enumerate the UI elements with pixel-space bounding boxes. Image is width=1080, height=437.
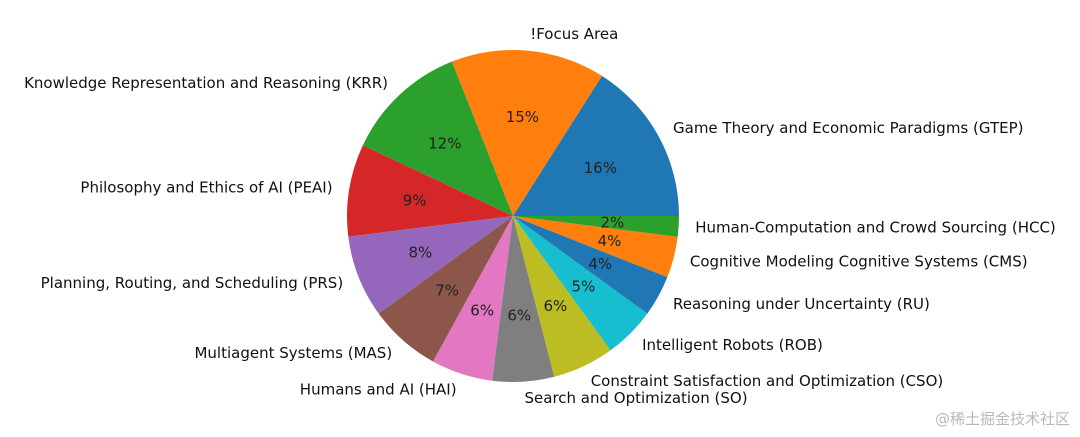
category-label: Philosophy and Ethics of AI (PEAI) <box>80 178 332 196</box>
pie-slice-focus-area <box>451 50 602 217</box>
pie-slice-search-and-optimization-so <box>492 216 555 382</box>
pie-slice-knowledge-representation-and-reasoning-krr <box>362 61 513 216</box>
percent-label: 8% <box>409 244 433 262</box>
percent-label: 4% <box>588 255 612 273</box>
category-label: !Focus Area <box>530 25 618 43</box>
pie-slice-planning-routing-and-scheduling-prs <box>348 216 513 314</box>
percent-labels: 16%15%12%9%8%7%6% 6%6%5%4%4%2% <box>403 108 625 325</box>
pie-slices <box>347 50 680 382</box>
pie-slice-philosophy-and-ethics-of-ai-peai <box>347 145 513 237</box>
category-label: Intelligent Robots (ROB) <box>642 336 823 354</box>
percent-label: 6% <box>544 297 568 315</box>
pie-slice-human-computation-and-crowd-sourcing-hcc <box>513 216 679 237</box>
category-label: Humans and AI (HAI) <box>300 381 457 399</box>
category-label: Game Theory and Economic Paradigms (GTEP… <box>673 119 1024 137</box>
pie-slice-reasoning-under-uncertainty-ru <box>513 216 668 314</box>
watermark: @稀土掘金技术社区 <box>934 410 1070 428</box>
percent-label: 7% <box>435 282 459 300</box>
category-label: Planning, Routing, and Scheduling (PRS) <box>41 274 344 292</box>
percent-label: 12% <box>428 134 461 152</box>
percent-label: 16% <box>584 159 617 177</box>
percent-label: 6% <box>507 306 531 324</box>
percent-label: 4% <box>598 232 622 250</box>
category-labels: Game Theory and Economic Paradigms (GTEP… <box>24 25 1056 407</box>
category-label: Multiagent Systems (MAS) <box>194 344 392 362</box>
category-label: Human-Computation and Crowd Sourcing (HC… <box>695 219 1056 237</box>
percent-label: 9% <box>403 191 427 209</box>
pie-slice-intelligent-robots-rob <box>513 216 648 351</box>
percent-label: 6% <box>470 302 494 320</box>
category-label: Cognitive Modeling Cognitive Systems (CM… <box>690 252 1028 270</box>
category-label: Knowledge Representation and Reasoning (… <box>24 74 388 92</box>
category-label: Search and Optimization (SO) <box>525 389 748 407</box>
category-label: Constraint Satisfaction and Optimization… <box>591 372 944 390</box>
pie-slice-game-theory-and-economic-paradigms-gtep <box>513 75 680 216</box>
pie-slice-humans-and-ai-hai <box>433 216 513 381</box>
percent-label: 2% <box>601 213 625 231</box>
pie-slice-cognitive-modeling-cognitive-systems-cms <box>513 216 678 278</box>
pie-slice-multiagent-systems-mas <box>378 216 513 362</box>
category-label: Reasoning under Uncertainty (RU) <box>673 295 930 313</box>
percent-label: 15% <box>506 108 539 126</box>
pie-slice-constraint-satisfaction-and-optimization-cso <box>513 216 611 377</box>
percent-label: 5% <box>572 277 596 295</box>
